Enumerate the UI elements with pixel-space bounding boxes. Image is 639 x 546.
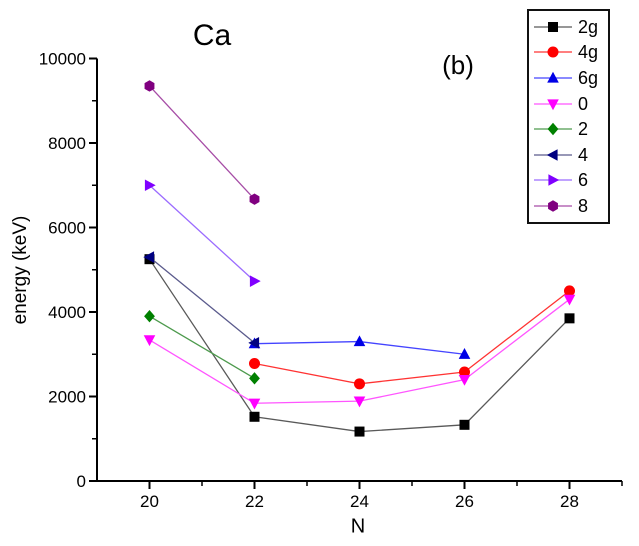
y-tick-label: 2000 (48, 388, 86, 407)
legend-item-6g: 6g (533, 65, 608, 91)
x-tick-label: 20 (140, 492, 159, 511)
series-4g-marker (249, 358, 260, 370)
legend-line-sample (534, 148, 572, 161)
y-tick-label: 8000 (48, 134, 86, 153)
series-4g-line (254, 290, 570, 385)
series-0-marker (248, 398, 261, 410)
x-tick-label: 24 (350, 492, 369, 511)
series-2g-marker (249, 411, 260, 422)
x-tick-label: 26 (455, 492, 474, 511)
y-tick-label: 6000 (48, 219, 86, 238)
legend-item-0: 0 (533, 91, 608, 117)
legend-item-label: 6g (578, 67, 599, 88)
series-6-marker (249, 275, 261, 287)
series-2-marker (249, 372, 260, 385)
series-4g-marker (459, 366, 470, 378)
series-2-line (149, 315, 255, 379)
x-tick-label: 28 (560, 492, 579, 511)
series-2g-marker (354, 426, 365, 437)
legend-line-sample (534, 21, 572, 32)
legend-item-label: 8 (578, 195, 589, 216)
legend-item-2g: 2g (533, 14, 608, 40)
series-2g-marker (459, 419, 470, 430)
x-tick-label: 22 (245, 492, 264, 511)
y-axis-title: energy (keV) (10, 215, 31, 325)
series-4-marker (143, 251, 155, 263)
legend-triangle-right-icon (548, 174, 560, 187)
legend-line-sample (534, 98, 572, 110)
legend-item-4g: 4g (533, 40, 608, 66)
chart-title: Ca (192, 19, 232, 52)
series-6-line (149, 184, 255, 282)
series-0-marker (563, 294, 576, 306)
legend-hexagon-icon (548, 200, 558, 212)
legend-box: 2g 4g 6g 0 2 4 6 8 (527, 9, 610, 224)
series-2g-marker (564, 313, 575, 324)
y-tick-label: 4000 (48, 303, 86, 322)
series-4g-marker (354, 378, 365, 390)
series-6g-marker (353, 335, 366, 347)
legend-item-6: 6 (533, 168, 608, 194)
x-axis-title: N (350, 515, 366, 538)
series-4-line (149, 256, 255, 344)
legend-item-label: 6 (578, 170, 589, 191)
y-tick-label: 10000 (39, 50, 86, 69)
series-8-marker (144, 80, 155, 92)
legend-item-label: 0 (578, 93, 589, 114)
legend-line-sample (534, 71, 572, 83)
legend-triangle-up-icon (547, 71, 559, 83)
legend-triangle-left-icon (546, 148, 558, 161)
series-0-marker (458, 375, 471, 386)
legend-item-label: 2g (578, 16, 599, 37)
series-8-marker (249, 193, 260, 205)
legend-item-8: 8 (533, 193, 608, 219)
series-6-marker (144, 179, 156, 192)
legend-item-2: 2 (533, 116, 608, 142)
series-0-marker (143, 335, 156, 347)
legend-item-label: 4g (578, 42, 599, 63)
legend-line-sample (534, 174, 572, 187)
series-4-marker (248, 337, 260, 349)
series-0-marker (353, 396, 366, 408)
legend-square-icon (548, 21, 558, 32)
series-4g-marker (564, 285, 575, 297)
legend-diamond-icon (547, 122, 559, 136)
legend-line-sample (534, 46, 572, 58)
series-6g-marker (458, 348, 471, 359)
panel-label: (b) (442, 50, 474, 80)
y-tick-label: 0 (77, 472, 86, 491)
legend-triangle-down-icon (547, 98, 559, 110)
series-8-line (149, 85, 255, 200)
series-2-marker (144, 310, 155, 323)
legend-circle-icon (547, 46, 559, 58)
legend-item-label: 2 (578, 119, 589, 140)
legend-line-sample (534, 122, 572, 136)
legend-item-label: 4 (578, 144, 589, 165)
legend-line-sample (534, 200, 572, 212)
legend-item-4: 4 (533, 142, 608, 168)
